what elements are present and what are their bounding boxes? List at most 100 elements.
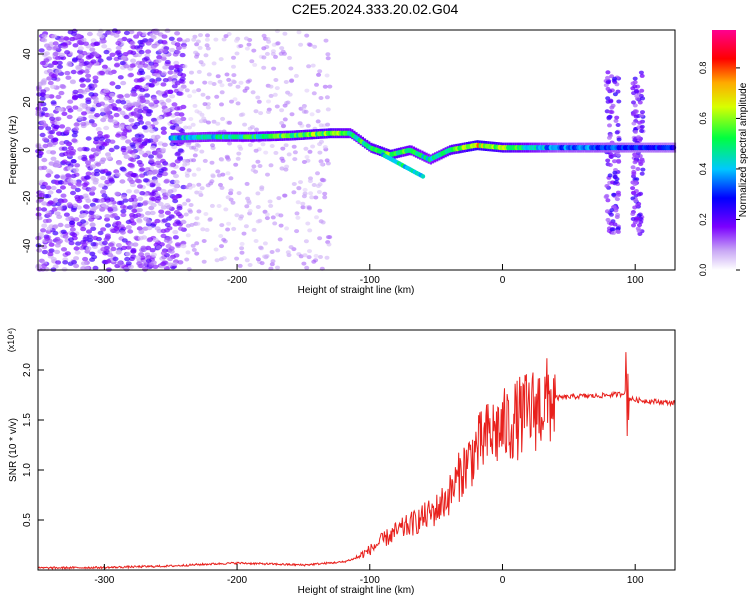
noise-cell: [174, 242, 181, 247]
colorbar-ticks: 0.0 0.2 0.4 0.6 0.8: [698, 62, 740, 277]
noise-cell: [305, 221, 311, 226]
noise-cell: [42, 143, 49, 149]
noise-cell: [63, 212, 70, 217]
noise-cell: [58, 52, 65, 58]
noise-cell: [613, 208, 619, 213]
noise-cell: [307, 179, 313, 184]
noise-cell: [156, 55, 163, 60]
noise-cell: [132, 242, 139, 247]
noise-cell: [147, 200, 154, 205]
noise-cell: [227, 82, 233, 87]
noise-cell: [204, 37, 210, 42]
noise-cell: [68, 151, 75, 156]
noise-cell: [39, 132, 46, 138]
noise-cell: [155, 186, 162, 191]
noise-cell: [113, 226, 120, 231]
noise-cell: [139, 60, 146, 66]
noise-cell: [228, 188, 234, 193]
noise-cell: [636, 213, 642, 218]
noise-cell: [123, 104, 130, 110]
noise-cell: [78, 78, 85, 83]
noise-cell: [154, 182, 161, 187]
noise-cell: [128, 264, 134, 269]
noise-cell: [140, 245, 147, 250]
noise-cell: [81, 146, 88, 152]
noise-cell: [88, 188, 95, 193]
noise-cell: [160, 126, 167, 131]
noise-cell: [150, 252, 157, 257]
noise-cell: [180, 243, 187, 249]
noise-cell: [197, 110, 203, 115]
noise-cell: [46, 212, 52, 218]
noise-cell: [164, 210, 171, 215]
noise-cell: [120, 100, 127, 105]
noise-cell: [120, 135, 127, 141]
noise-cell: [635, 167, 641, 171]
noise-cell: [279, 108, 285, 113]
noise-cell: [61, 205, 68, 211]
noise-cell: [615, 190, 621, 195]
noise-cell: [630, 165, 636, 170]
noise-cell: [83, 60, 90, 66]
noise-cell: [257, 164, 263, 168]
noise-cell: [224, 72, 230, 77]
noise-cell: [325, 235, 331, 240]
noise-cell: [71, 138, 78, 143]
noise-cell: [39, 60, 46, 66]
noise-cell: [208, 181, 214, 186]
noise-cell: [207, 80, 213, 85]
noise-cell: [70, 190, 76, 196]
noise-cell: [221, 37, 227, 42]
noise-cell: [151, 79, 158, 84]
noise-cell: [47, 113, 54, 118]
noise-cell: [296, 30, 302, 35]
noise-cell: [168, 249, 175, 254]
noise-cell: [315, 109, 321, 114]
noise-cell: [244, 204, 250, 209]
noise-cell: [90, 38, 97, 43]
noise-cell: [168, 36, 175, 41]
noise-cell: [85, 198, 92, 203]
noise-cell: [275, 41, 281, 46]
noise-cell: [205, 105, 211, 110]
noise-cell: [91, 83, 98, 89]
noise-cell: [116, 94, 123, 99]
noise-cell: [54, 174, 61, 179]
noise-cell: [288, 245, 294, 250]
noise-cell: [72, 43, 79, 48]
noise-cell: [98, 145, 105, 150]
noise-cell: [209, 160, 215, 165]
noise-cell: [74, 163, 81, 168]
noise-cell: [270, 259, 276, 264]
noise-cell: [178, 128, 185, 133]
noise-cell: [239, 241, 245, 246]
noise-cell: [80, 226, 87, 232]
noise-cell: [155, 77, 162, 82]
noise-cell: [293, 73, 299, 78]
noise-cell: [614, 130, 620, 135]
noise-cell: [301, 160, 307, 164]
noise-cell: [187, 182, 193, 187]
noise-cell: [126, 125, 133, 130]
snr-x-axis-label: Height of straight line (km): [298, 585, 415, 596]
noise-cell: [164, 59, 171, 65]
noise-cell: [93, 136, 100, 142]
noise-cell: [252, 62, 258, 67]
noise-cell: [50, 257, 57, 262]
noise-cell: [59, 152, 66, 157]
noise-cell: [158, 209, 165, 214]
noise-cell: [253, 239, 259, 243]
x-tick-label: 0: [500, 575, 506, 586]
noise-cell: [317, 236, 323, 241]
noise-cell: [604, 209, 610, 214]
noise-cell: [632, 103, 638, 108]
colorbar-tick-label: 0.0: [698, 264, 708, 277]
noise-cell: [95, 162, 102, 167]
noise-cell: [72, 89, 79, 95]
noise-cell: [113, 123, 120, 129]
noise-cell: [188, 117, 194, 121]
noise-cell: [146, 124, 153, 130]
noise-cell: [64, 251, 71, 256]
noise-cell: [148, 158, 155, 164]
noise-cell: [122, 52, 129, 57]
